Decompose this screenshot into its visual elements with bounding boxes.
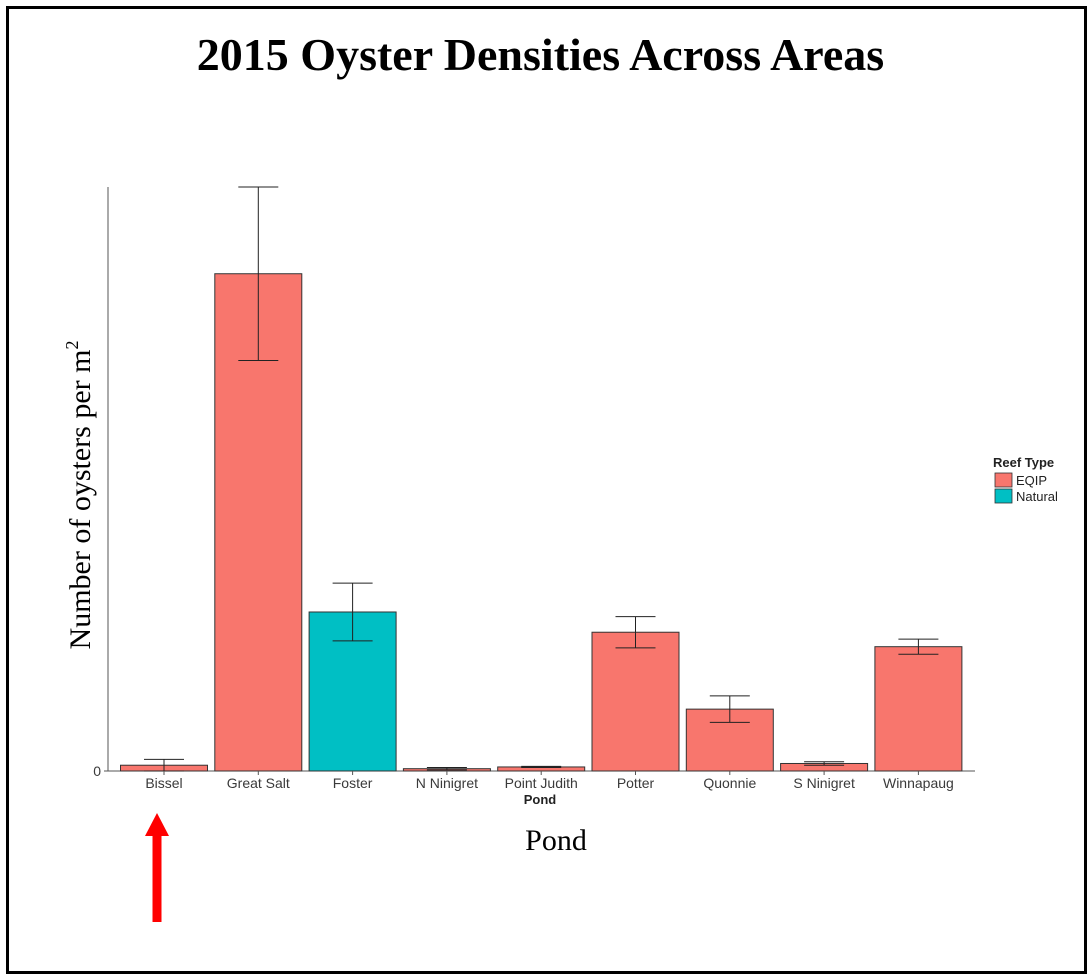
x-axis-label-large: Pond — [525, 824, 587, 857]
bar-winnapaug — [874, 646, 963, 772]
legend: Reef Type EQIP Natural — [993, 455, 1058, 504]
legend-label-eqip: EQIP — [1016, 473, 1047, 488]
x-tick-label-great-salt: Great Salt — [227, 775, 290, 791]
x-tick-label-potter: Potter — [617, 775, 655, 791]
y-axis-label-superscript: 2 — [62, 341, 82, 350]
legend-title: Reef Type — [993, 455, 1054, 470]
x-tick-labels: Bissel Great Salt Foster N Ninigret Point Ju… — [145, 771, 954, 791]
bar-potter — [591, 631, 680, 772]
slide-frame — [6, 6, 1087, 974]
error-bar-winnapaug — [898, 638, 939, 655]
errorbars-layer — [144, 186, 939, 772]
legend-label-natural: Natural — [1016, 489, 1058, 504]
error-bar-n-ninigret — [426, 767, 467, 771]
error-bar-potter — [615, 616, 656, 649]
x-tick-label-bissel: Bissel — [145, 775, 182, 791]
y-tick-label: 0 — [93, 763, 101, 779]
x-tick-label-quonnie: Quonnie — [703, 775, 756, 791]
x-tick-label-s-ninigret: S Ninigret — [793, 775, 855, 791]
arrow-head — [145, 813, 169, 836]
legend-swatch-natural — [994, 488, 1013, 504]
x-tick-label-n-ninigret: N Ninigret — [416, 775, 478, 791]
error-bar-point-judith — [521, 765, 562, 769]
slide-title: 2015 Oyster Densities Across Areas — [196, 29, 885, 80]
red-arrow-annotation — [145, 813, 169, 922]
y-axis-label: Number of oysters per m2 — [62, 341, 97, 650]
x-axis-label-small: Pond — [524, 792, 557, 807]
error-bar-s-ninigret — [804, 761, 845, 766]
svg-text:Number of oysters per m2: Number of oysters per m2 — [62, 341, 97, 650]
legend-swatch-eqip — [994, 472, 1013, 488]
error-bar-foster — [332, 582, 373, 642]
error-bar-great-salt — [238, 186, 279, 361]
bars-layer — [120, 273, 963, 772]
x-tick-label-winnapaug: Winnapaug — [883, 775, 954, 791]
x-tick-label-point-judith: Point Judith — [505, 775, 578, 791]
error-bar-quonnie — [709, 695, 750, 723]
x-tick-label-foster: Foster — [333, 775, 373, 791]
y-axis-label-main: Number of oysters per m — [64, 350, 97, 650]
